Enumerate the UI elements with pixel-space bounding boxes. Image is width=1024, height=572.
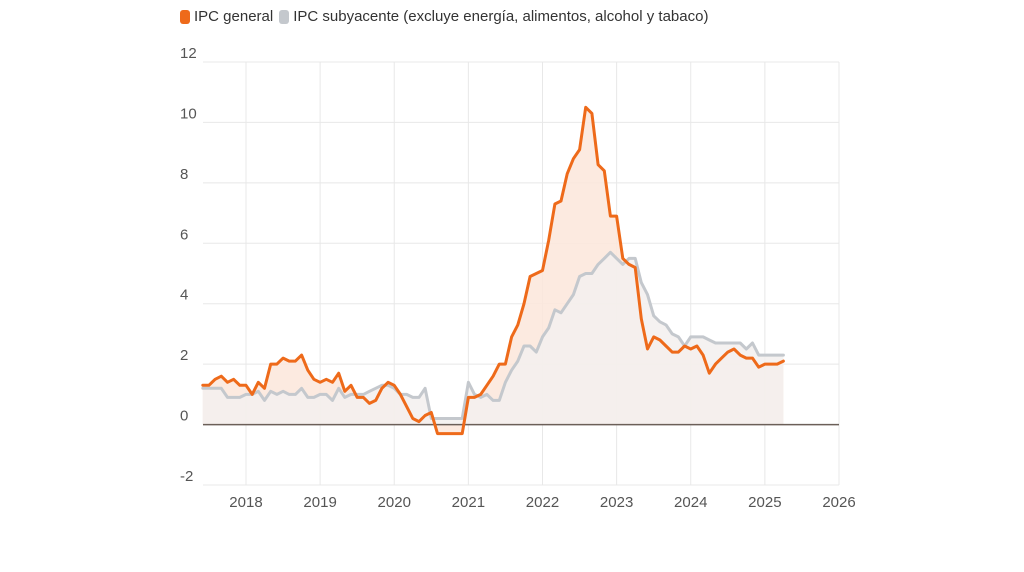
legend-label-ipc-general: IPC general	[194, 8, 274, 25]
x-tick-label: 2019	[303, 494, 336, 511]
legend-item-ipc-subyacente[interactable]: IPC subyacente (excluye energía, aliment…	[279, 8, 708, 25]
y-axis-ticks: 12 10 8 6 4 2 0 -2	[180, 45, 197, 485]
y-tick-label: 10	[180, 105, 197, 122]
x-tick-label: 2018	[229, 494, 262, 511]
x-tick-label: 2020	[378, 494, 411, 511]
legend-item-ipc-general[interactable]: IPC general	[180, 8, 273, 25]
x-tick-label: 2021	[452, 494, 485, 511]
y-tick-label: -2	[180, 468, 193, 485]
x-axis-ticks: 2018 2019 2020 2021 2022 2023 2024 2025 2026	[229, 494, 855, 511]
legend-label-ipc-subyacente: IPC subyacente (excluye energía, aliment…	[293, 8, 709, 25]
x-tick-label: 2022	[526, 494, 559, 511]
y-tick-label: 0	[180, 408, 188, 425]
legend-swatch-ipc-subyacente	[279, 9, 290, 24]
y-tick-label: 4	[180, 287, 188, 304]
x-tick-label: 2025	[748, 494, 781, 511]
chart-legend: IPC general IPC subyacente (excluye ener…	[180, 8, 714, 25]
y-tick-label: 6	[180, 226, 188, 243]
x-tick-label: 2024	[674, 494, 707, 511]
series-line-1	[201, 250, 785, 420]
y-tick-label: 12	[180, 45, 197, 62]
series-line-0	[201, 105, 785, 436]
y-tick-label: 8	[180, 166, 188, 183]
y-tick-label: 2	[180, 347, 188, 364]
x-tick-label: 2026	[822, 494, 855, 511]
series-areas	[202, 107, 784, 434]
series-lines	[201, 105, 785, 436]
x-tick-label: 2023	[600, 494, 633, 511]
legend-swatch-ipc-general	[180, 9, 190, 24]
